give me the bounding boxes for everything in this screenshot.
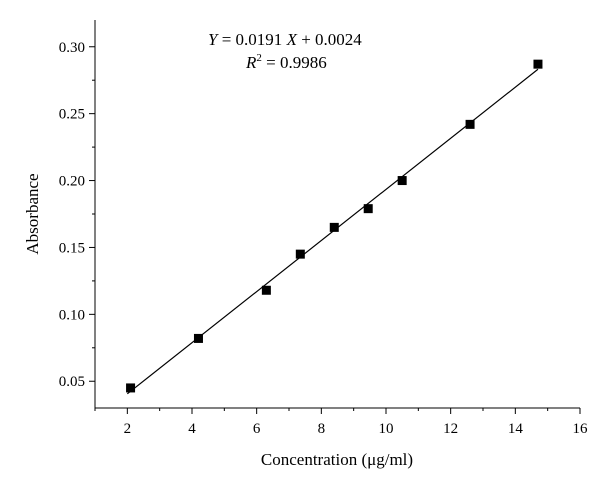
data-point (397, 176, 407, 186)
eq-middle: = 0.0191 (217, 30, 286, 49)
x-tick-label: 16 (573, 421, 589, 437)
x-tick-label: 10 (379, 421, 394, 437)
x-tick-label: 8 (318, 421, 326, 437)
r2-sup: 2 (256, 52, 262, 64)
data-point (533, 59, 543, 69)
data-point (261, 285, 271, 295)
eq-tail: + 0.0024 (297, 30, 362, 49)
data-point (193, 333, 203, 343)
x-tick-label: 14 (508, 421, 524, 437)
y-tick-label: 0.15 (59, 240, 85, 256)
data-point (465, 119, 475, 129)
y-tick-label: 0.30 (59, 40, 85, 56)
data-point (295, 249, 305, 259)
r-squared: R2 = 0.9986 (245, 52, 327, 72)
data-point (363, 204, 373, 214)
x-tick-label: 12 (443, 421, 458, 437)
y-tick-label: 0.20 (59, 174, 85, 190)
x-tick-label: 4 (188, 421, 196, 437)
y-tick-label: 0.25 (59, 107, 85, 123)
y-tick-label: 0.05 (59, 374, 85, 390)
x-axis-title: Concentration (μg/ml) (261, 450, 413, 469)
r2-tail: = 0.9986 (262, 53, 327, 72)
eq-x-var: X (286, 30, 298, 49)
y-tick-label: 0.10 (59, 307, 85, 323)
x-ticks: 2 4 6 8 10 12 14 16 (94, 408, 589, 437)
y-ticks: 0.05 0.10 0.15 0.20 0.25 0.30 (59, 40, 95, 390)
x-tick-label: 6 (253, 421, 261, 437)
data-point (329, 222, 339, 232)
data-point (126, 383, 136, 393)
r2-r: R (245, 53, 257, 72)
regression-equation: Y = 0.0191 X + 0.0024 (208, 30, 362, 49)
x-tick-label: 2 (124, 421, 132, 437)
eq-y-var: Y (208, 30, 219, 49)
data-points (126, 59, 543, 393)
y-axis-title: Absorbance (23, 173, 42, 254)
